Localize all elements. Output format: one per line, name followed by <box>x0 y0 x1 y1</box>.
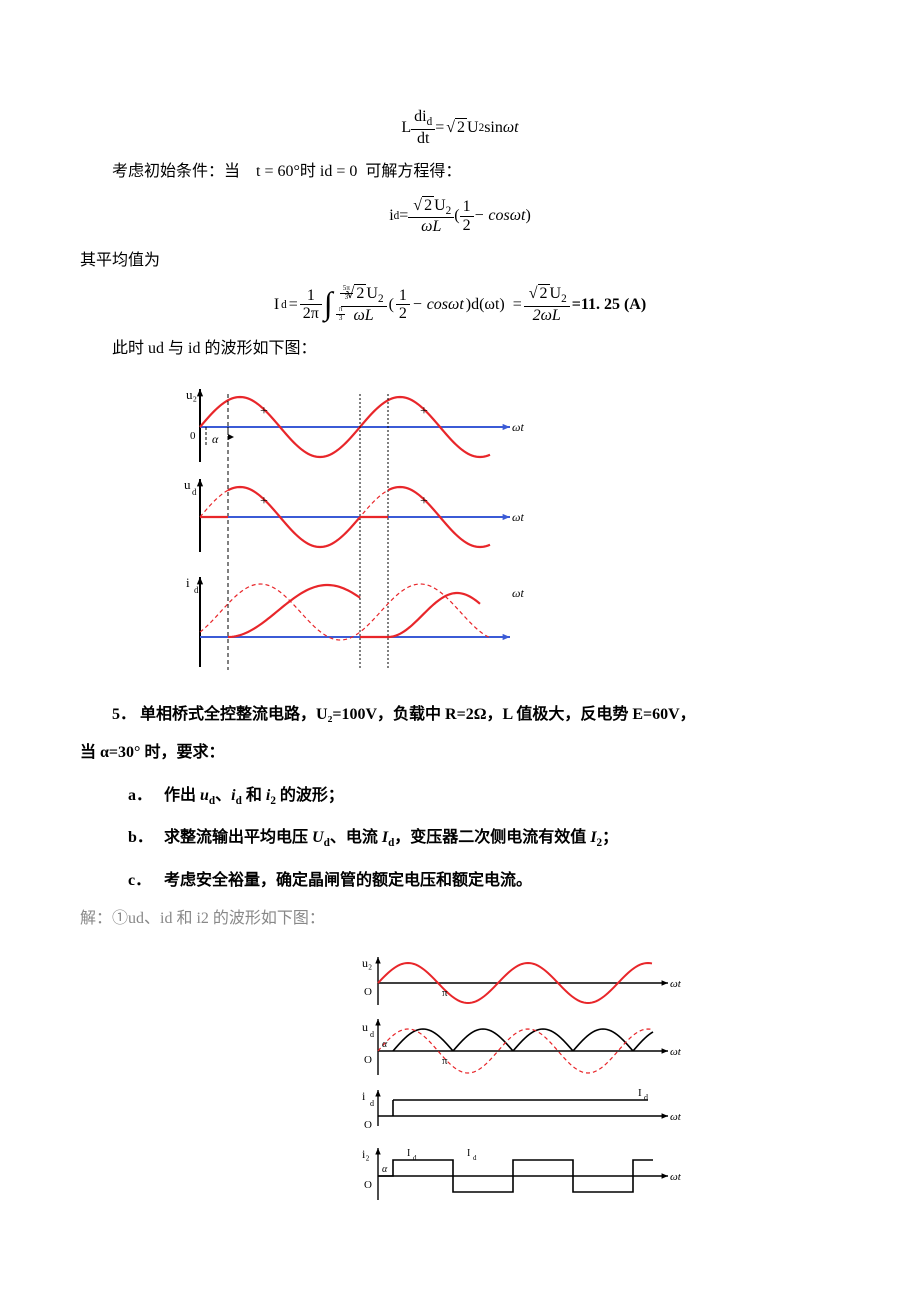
svg-text:0: 0 <box>190 430 196 442</box>
svg-text:I: I <box>407 1148 410 1159</box>
svg-text:+: + <box>420 404 428 419</box>
avg-label: 其平均值为 <box>80 248 840 274</box>
wave-caption-1: 此时 ud 与 id 的波形如下图： <box>80 336 840 362</box>
svg-text:ωt: ωt <box>512 420 524 434</box>
svg-text:u: u <box>362 1020 368 1034</box>
svg-text:d: d <box>413 1154 417 1162</box>
initial-condition-line: 考虑初始条件：当 t = 60°时 id = 0 可解方程得： <box>80 159 840 185</box>
svg-text:O: O <box>364 1119 372 1131</box>
svg-text:d: d <box>192 487 197 497</box>
answer-prefix: 解：①ud、id 和 i2 的波形如下图： <box>80 906 840 932</box>
svg-text:i₂: i₂ <box>362 1147 370 1161</box>
eq1-frac: did dt <box>411 108 435 147</box>
svg-text:d: d <box>473 1154 477 1162</box>
svg-text:+: + <box>260 494 268 509</box>
svg-text:d: d <box>370 1099 374 1108</box>
svg-text:α: α <box>212 432 219 446</box>
svg-text:O: O <box>364 1054 372 1066</box>
svg-text:d: d <box>644 1093 648 1102</box>
svg-text:u₂: u₂ <box>186 387 197 402</box>
svg-text:ωt: ωt <box>512 510 524 524</box>
q5-item-a: a． 作出 ud、id 和 i2 的波形； <box>128 781 840 807</box>
svg-text:i: i <box>186 575 190 590</box>
eq1-L: L <box>401 119 411 137</box>
svg-text:ωt: ωt <box>670 978 682 990</box>
svg-text:I: I <box>467 1148 470 1159</box>
integral-sign: ∫ 5π3 π3 <box>324 291 333 319</box>
svg-text:+: + <box>420 494 428 509</box>
svg-text:I: I <box>638 1087 642 1099</box>
figure-2: u₂OπωtudOαπωtidOIdωti₂OαIdIdωt <box>340 951 840 1211</box>
svg-text:O: O <box>364 986 372 998</box>
svg-text:ωt: ωt <box>670 1171 682 1183</box>
q5-item-b: b． 求整流输出平均电压 Ud、电流 Id，变压器二次侧电流有效值 I2； <box>128 823 840 849</box>
svg-text:ωt: ωt <box>670 1111 682 1123</box>
q5-item-c: c． 考虑安全裕量，确定晶闸管的额定电压和额定电流。 <box>128 866 840 890</box>
svg-text:ωt: ωt <box>512 586 524 600</box>
svg-text:d: d <box>194 585 199 595</box>
eq1-sqrt: 2 <box>444 119 467 137</box>
svg-text:+: + <box>260 404 268 419</box>
svg-text:α: α <box>382 1039 388 1050</box>
question-5-cont: 当 α=30° 时，要求： <box>80 740 840 766</box>
equation-2: id = 2U2 ωL ( 1 2 − cosωt ) <box>80 197 840 236</box>
svg-text:d: d <box>370 1030 374 1039</box>
svg-text:α: α <box>382 1164 388 1175</box>
svg-text:ωt: ωt <box>670 1046 682 1058</box>
svg-text:π: π <box>442 987 448 999</box>
svg-text:u: u <box>184 477 191 492</box>
svg-text:π: π <box>442 1055 448 1067</box>
svg-text:i: i <box>362 1089 366 1103</box>
svg-text:O: O <box>364 1179 372 1191</box>
equation-3: Id = 1 2π ∫ 5π3 π3 2U2 ωL ( 1 2 − cosωt … <box>80 285 840 324</box>
question-5: 5． 单相桥式全控整流电路，U₂=100V，负载中 R=2Ω，L 值极大，反电势… <box>80 702 840 728</box>
svg-text:u₂: u₂ <box>362 956 372 970</box>
equation-1: L did dt = 2 U2 sin ωt <box>80 108 840 147</box>
figure-1: u₂ωt0++αudωt++idωt <box>160 382 840 682</box>
